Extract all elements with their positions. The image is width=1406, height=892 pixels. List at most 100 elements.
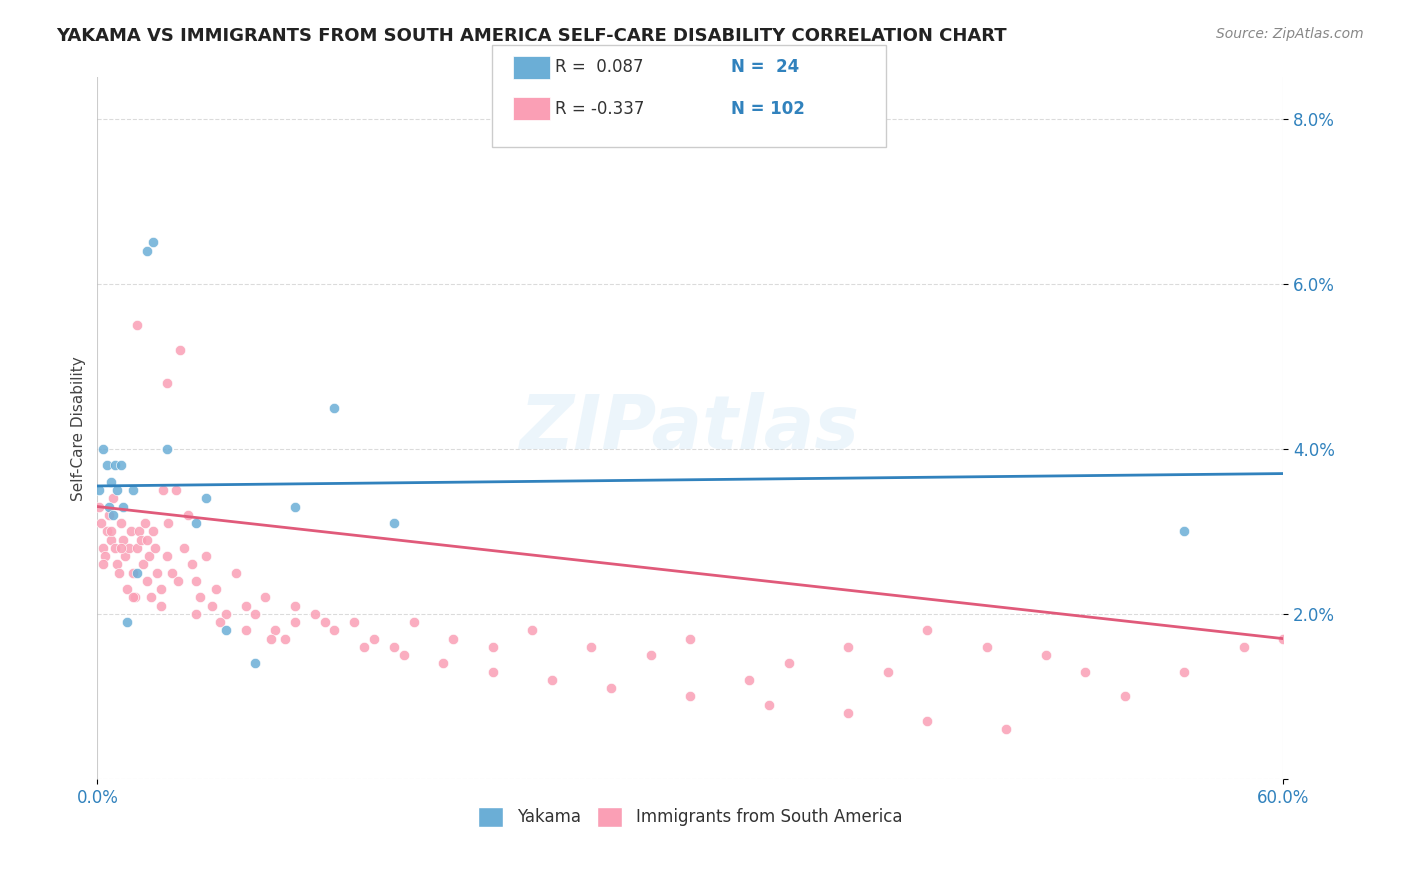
Point [1173,665,1195,679]
Point [112,500,135,514]
Point [135,574,157,588]
Point [304,607,326,621]
Point [995,723,1018,737]
Point [96,524,118,539]
Point [142,235,165,250]
Point [1114,690,1136,704]
Point [679,632,702,646]
Point [284,615,307,629]
Point [215,607,238,621]
Point [382,640,405,654]
Point [679,690,702,704]
Point [1074,665,1097,679]
Point [155,549,177,563]
Point [149,599,172,613]
Point [173,541,195,555]
Point [125,541,148,555]
Point [215,624,238,638]
Point [186,574,208,588]
Point [101,491,124,506]
Point [129,533,152,547]
Point [186,607,208,621]
Point [167,574,190,588]
Point [89,483,111,497]
Text: Source: ZipAtlas.com: Source: ZipAtlas.com [1216,27,1364,41]
Point [363,632,385,646]
Point [343,615,366,629]
Text: YAKAMA VS IMMIGRANTS FROM SOUTH AMERICA SELF-CARE DISABILITY CORRELATION CHART: YAKAMA VS IMMIGRANTS FROM SOUTH AMERICA … [56,27,1007,45]
Point [195,491,218,506]
Point [274,632,297,646]
Point [876,665,898,679]
Point [145,566,167,580]
Point [138,549,160,563]
Point [284,500,307,514]
Point [1035,648,1057,662]
Point [114,549,136,563]
Point [1272,632,1295,646]
Text: R = -0.337: R = -0.337 [555,100,645,118]
Point [90,516,112,530]
Point [205,582,228,596]
Point [235,599,257,613]
Point [110,458,132,473]
Point [157,516,180,530]
Point [758,698,780,712]
Point [976,640,998,654]
Point [115,615,138,629]
Point [125,566,148,580]
Point [165,483,187,497]
Point [100,475,122,489]
Point [917,714,939,728]
Point [260,632,283,646]
Point [142,524,165,539]
Point [149,582,172,596]
Legend: Yakama, Immigrants from South America: Yakama, Immigrants from South America [471,800,908,834]
Point [837,640,859,654]
Point [100,524,122,539]
Point [201,599,224,613]
Point [91,558,114,572]
Point [481,665,503,679]
Point [110,541,132,555]
Point [235,624,257,638]
Point [108,566,131,580]
Point [208,615,231,629]
Point [441,632,464,646]
Point [245,607,267,621]
Point [432,657,454,671]
Text: R =  0.087: R = 0.087 [555,58,644,76]
Point [132,558,155,572]
Point [125,318,148,332]
Point [837,706,859,720]
Point [382,516,405,530]
Y-axis label: Self-Care Disability: Self-Care Disability [72,356,86,500]
Point [186,516,208,530]
Point [139,591,162,605]
Point [225,566,247,580]
Text: N =  24: N = 24 [731,58,800,76]
Text: ZIPatlas: ZIPatlas [520,392,860,465]
Point [481,640,503,654]
Point [98,508,121,522]
Point [91,541,114,555]
Point [169,343,191,357]
Point [135,244,157,258]
Point [115,582,138,596]
Point [152,483,174,497]
Point [104,458,127,473]
Point [541,673,564,687]
Point [323,624,346,638]
Point [105,483,128,497]
Point [98,500,121,514]
Point [124,591,146,605]
Point [155,442,177,456]
Point [94,549,117,563]
Point [640,648,662,662]
Point [323,401,346,415]
Point [402,615,425,629]
Point [600,681,623,695]
Point [120,524,142,539]
Point [264,624,287,638]
Point [195,549,218,563]
